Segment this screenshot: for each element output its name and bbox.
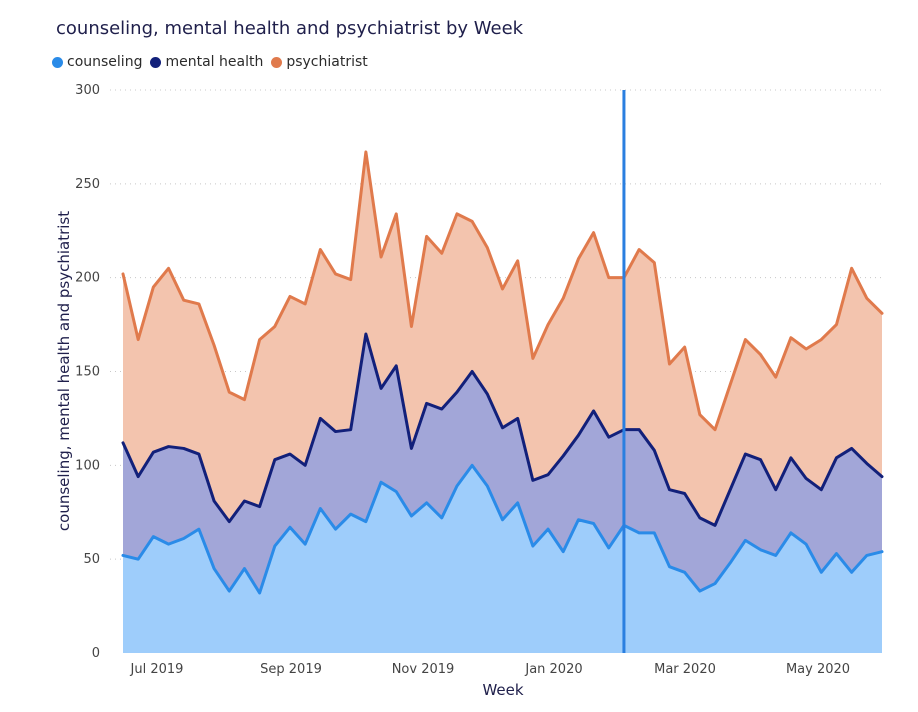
y-tick-label: 0 <box>92 646 100 661</box>
legend-marker-mental-health <box>150 56 162 68</box>
x-tick-label: Mar 2020 <box>654 662 716 677</box>
chart-title: counseling, mental health and psychiatri… <box>56 18 524 39</box>
y-tick-label: 100 <box>75 458 100 473</box>
legend-marker-psychiatrist <box>271 56 283 68</box>
x-tick-label: Nov 2019 <box>392 662 455 677</box>
legend-item-psychiatrist[interactable]: psychiatrist <box>271 54 368 70</box>
line-psychiatrist <box>121 150 884 432</box>
legend-marker-counseling <box>52 56 63 68</box>
x-axis-title: Week <box>482 681 523 699</box>
y-tick-label: 150 <box>75 365 100 380</box>
y-tick-label: 200 <box>75 271 100 286</box>
legend-label-counseling: counseling <box>67 54 143 70</box>
y-tick-label: 300 <box>75 83 100 98</box>
legend-item-counseling[interactable]: counseling <box>52 54 142 70</box>
x-tick-label: Jan 2020 <box>524 662 582 677</box>
legend-item-mental-health[interactable]: mental health <box>150 54 263 70</box>
y-tick-label: 250 <box>75 177 100 192</box>
y-tick-label: 50 <box>83 552 100 567</box>
legend-label-mental-health: mental health <box>165 54 264 70</box>
legend: counseling mental health psychiatrist <box>52 54 376 70</box>
x-tick-label: Jul 2019 <box>130 662 184 677</box>
x-tick-label: Sep 2019 <box>260 662 322 677</box>
line-counseling <box>121 463 884 595</box>
line-mental-health <box>121 332 884 527</box>
area-counseling <box>123 465 882 653</box>
legend-label-psychiatrist: psychiatrist <box>286 54 368 70</box>
y-axis-title: counseling, mental health and psychiatri… <box>55 211 73 531</box>
x-tick-label: May 2020 <box>786 662 850 677</box>
